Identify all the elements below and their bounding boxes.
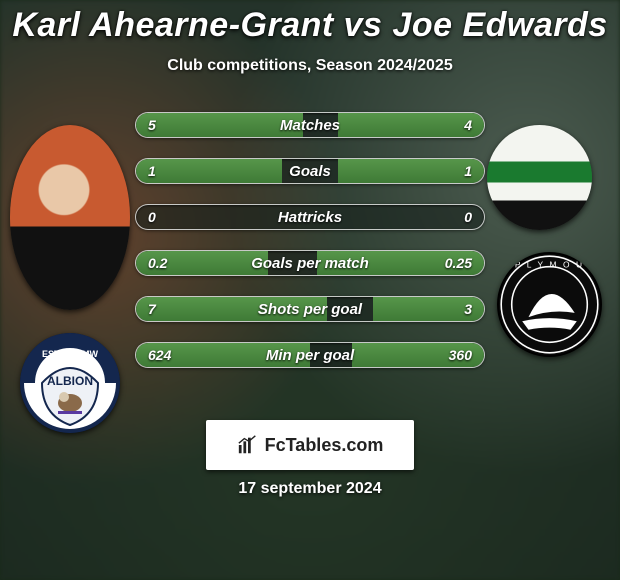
- stats-panel: 54Matches11Goals00Hattricks0.20.25Goals …: [0, 112, 620, 368]
- stat-value-right: 4: [464, 113, 472, 137]
- chart-bars-icon: [237, 434, 259, 456]
- brand-label: FcTables.com: [265, 435, 384, 456]
- stat-value-right: 1: [464, 159, 472, 183]
- stat-fill-left: [136, 113, 303, 137]
- stat-fill-left: [136, 297, 327, 321]
- stat-value-left: 1: [148, 159, 156, 183]
- stat-label: Hattricks: [136, 209, 484, 226]
- stat-row: 0 0Hattricks: [135, 204, 485, 230]
- brand-badge[interactable]: FcTables.com: [206, 420, 414, 470]
- stat-row: 11Goals: [135, 158, 485, 184]
- stat-value-left: 0.2: [148, 251, 167, 275]
- stat-fill-left: [136, 159, 282, 183]
- stat-value-left: 7: [148, 297, 156, 321]
- stat-row: 0.20.25Goals per match: [135, 250, 485, 276]
- stat-value-left: 5: [148, 113, 156, 137]
- stat-value-right: 0.25: [445, 251, 472, 275]
- stat-value-right: 360: [449, 343, 472, 367]
- stat-value-left: 0: [148, 205, 156, 229]
- svg-text:ALBION: ALBION: [47, 374, 93, 388]
- stat-row: 54Matches: [135, 112, 485, 138]
- stat-value-right: 0: [464, 205, 472, 229]
- stat-fill-right: [338, 159, 484, 183]
- stats-list: 54Matches11Goals00Hattricks0.20.25Goals …: [135, 112, 485, 368]
- subtitle: Club competitions, Season 2024/2025: [0, 57, 620, 75]
- stat-value-left: 624: [148, 343, 171, 367]
- card: Karl Ahearne-Grant vs Joe Edwards Club c…: [0, 0, 620, 580]
- stat-row: 73Shots per goal: [135, 296, 485, 322]
- page-title: Karl Ahearne-Grant vs Joe Edwards: [0, 0, 620, 45]
- stat-row: 624360Min per goal: [135, 342, 485, 368]
- date-label: 17 september 2024: [0, 480, 620, 498]
- stat-fill-right: [338, 113, 484, 137]
- stat-value-right: 3: [464, 297, 472, 321]
